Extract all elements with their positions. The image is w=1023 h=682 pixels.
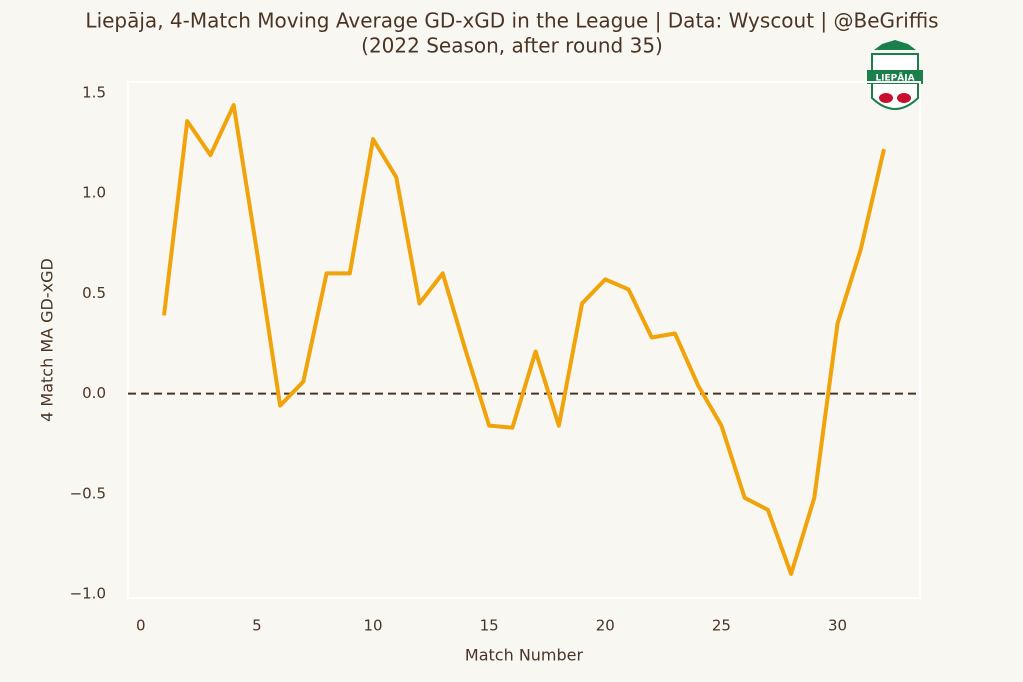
plot-frame [127, 81, 921, 599]
y-tick-label: −0.5 [70, 484, 106, 502]
y-tick-label: 0.0 [82, 384, 106, 402]
x-axis-label: Match Number [465, 646, 584, 665]
logo-band [867, 70, 923, 84]
x-tick-label: 5 [252, 617, 262, 635]
x-tick-label: 30 [828, 617, 847, 635]
logo-griffin [897, 93, 911, 103]
y-tick-label: 1.0 [82, 184, 106, 202]
chart-title: Liepāja, 4-Match Moving Average GD-xGD i… [85, 9, 938, 33]
x-tick-label: 15 [480, 617, 499, 635]
x-tick-label: 10 [363, 617, 382, 635]
data-line [162, 103, 886, 576]
chart-subtitle: (2022 Season, after round 35) [361, 34, 663, 58]
y-tick-label: 1.5 [82, 84, 106, 102]
logo-text: LIEPĀJA [875, 73, 914, 84]
y-axis-label: 4 Match MA GD-xGD [38, 258, 57, 422]
y-tick-label: 0.5 [82, 284, 106, 302]
y-tick-label: −1.0 [70, 584, 106, 602]
x-tick-label: 25 [712, 617, 731, 635]
x-tick-label: 0 [136, 617, 146, 635]
logo-griffin [879, 93, 893, 103]
logo-crown [874, 40, 916, 50]
x-tick-label: 20 [596, 617, 615, 635]
